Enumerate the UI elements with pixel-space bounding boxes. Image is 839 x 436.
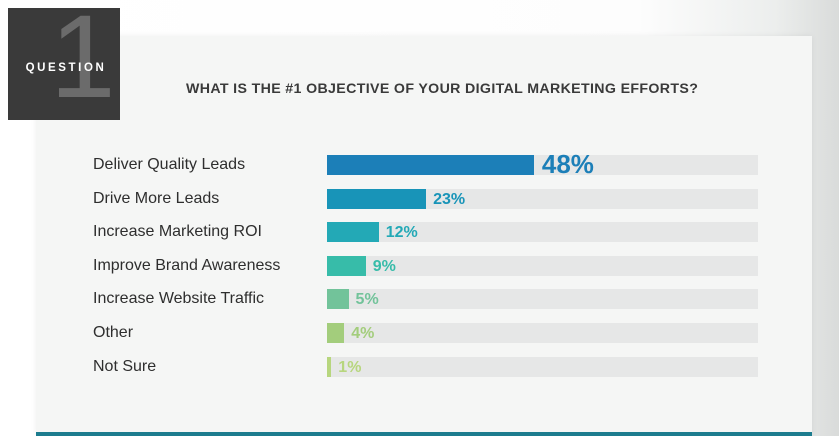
- bar: [327, 188, 427, 209]
- bar-track: [327, 222, 758, 243]
- bar: [327, 255, 366, 276]
- bar-value-label: 12%: [385, 224, 418, 242]
- bar: [327, 323, 345, 343]
- question-title: WHAT IS THE #1 OBJECTIVE OF YOUR DIGITAL…: [186, 81, 699, 97]
- panel-bottom-border: [36, 432, 812, 436]
- bar-category-label: Drive More Leads: [93, 189, 220, 207]
- bar-value-label: 1%: [338, 358, 362, 376]
- bar-value-label: 23%: [433, 190, 466, 208]
- bar-category-label: Deliver Quality Leads: [93, 156, 246, 173]
- bar-track: [327, 356, 758, 377]
- bar-category-label: Increase Website Traffic: [93, 290, 265, 308]
- bar-track: [327, 289, 758, 310]
- bar-value-label: 9%: [372, 257, 396, 275]
- bar: [327, 155, 534, 175]
- question-label: QUESTION: [25, 62, 107, 74]
- bar-track: [327, 255, 758, 276]
- bar: [327, 222, 379, 243]
- bar-category-label: Not Sure: [93, 357, 157, 375]
- question-number: 1: [50, 8, 116, 120]
- bar-category-label: Other: [93, 324, 134, 341]
- bar: [327, 289, 349, 310]
- bar-value-label: 5%: [355, 291, 379, 309]
- bar-track: [327, 188, 758, 209]
- bar-category-label: Improve Brand Awareness: [93, 256, 281, 274]
- question-badge: 1 QUESTION: [8, 8, 120, 120]
- bar-value-label: 48%: [541, 149, 594, 179]
- bar-category-label: Increase Marketing ROI: [93, 223, 262, 241]
- bar-track: [327, 323, 758, 343]
- bar: [327, 356, 332, 377]
- bar-value-label: 4%: [351, 325, 375, 342]
